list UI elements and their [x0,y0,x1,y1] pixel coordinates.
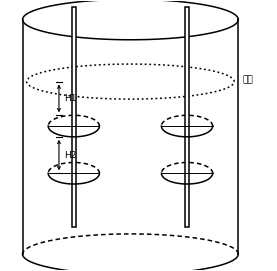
Text: H1: H1 [64,94,76,103]
Polygon shape [72,7,76,227]
Text: 液位: 液位 [242,76,253,85]
Polygon shape [185,7,189,227]
Text: H2: H2 [64,151,76,160]
